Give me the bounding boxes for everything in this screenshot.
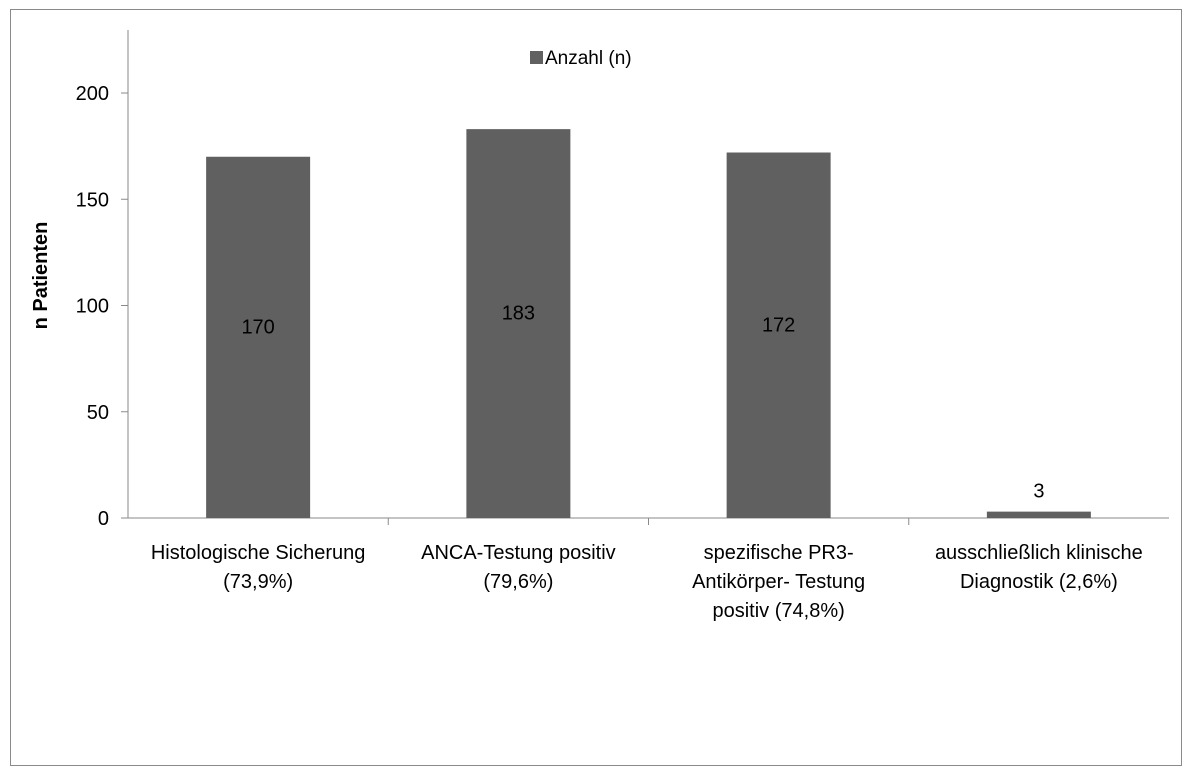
data-labels: 170 183 172 3 — [241, 303, 1044, 503]
y-tick-label: 50 — [87, 402, 109, 424]
y-ticks: 0 50 100 150 200 — [76, 83, 128, 530]
legend: Anzahl (n) — [530, 48, 632, 69]
y-tick-label: 0 — [98, 508, 109, 530]
x-tick-label: ANCA-Testung positiv (79,6%) — [421, 542, 616, 593]
bar — [726, 152, 831, 518]
x-ticks — [387, 518, 910, 525]
y-axis-title: n Patienten — [30, 222, 52, 330]
bar — [206, 156, 311, 518]
data-label: 3 — [1033, 481, 1044, 503]
x-tick-labels: Histologische Sicherung (73,9%) ANCA-Testu… — [151, 542, 1143, 622]
y-tick-label: 100 — [76, 296, 109, 318]
x-tick-label: Histologische Sicherung (73,9%) — [151, 542, 366, 593]
bar — [466, 129, 571, 518]
bars — [206, 129, 1091, 518]
x-tick-label: ausschließlich klinische Diagnostik (2,6%… — [935, 542, 1143, 593]
bar — [986, 511, 1091, 518]
data-label: 172 — [762, 314, 795, 336]
legend-label: Anzahl (n) — [545, 48, 632, 69]
y-tick-label: 200 — [76, 83, 109, 105]
data-label: 183 — [502, 303, 535, 325]
y-tick-label: 150 — [76, 189, 109, 211]
x-tick-label: spezifische PR3-Antikörper- Testung posit… — [692, 542, 865, 622]
legend-swatch — [530, 51, 543, 64]
chart-frame — [10, 9, 1182, 766]
data-label: 170 — [241, 316, 274, 338]
